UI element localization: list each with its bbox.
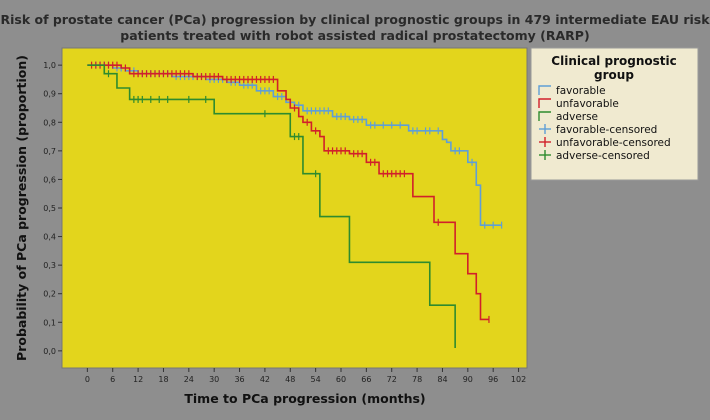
y-axis: 0,0 0,1 0,2 0,3 0,4 0,5 0,6 0,7 0,8 0,9 1,0 bbox=[43, 61, 62, 356]
y-tick-label: 0,7 bbox=[43, 147, 56, 156]
x-tick-label: 0 bbox=[85, 375, 90, 384]
y-tick-label: 0,0 bbox=[43, 347, 56, 356]
y-tick-label: 1,0 bbox=[43, 61, 56, 70]
legend-swatch bbox=[538, 85, 551, 95]
x-tick-label: 42 bbox=[260, 375, 270, 384]
x-tick-label: 102 bbox=[511, 375, 526, 384]
x-tick-label: 24 bbox=[184, 375, 194, 384]
legend-label: unfavorable bbox=[556, 98, 619, 110]
x-tick-label: 66 bbox=[361, 375, 371, 384]
y-axis-label: Probability of PCa progression (proporti… bbox=[14, 55, 29, 361]
chart-title-line-1: Risk of prostate cancer (PCa) progressio… bbox=[0, 12, 710, 27]
y-tick-label: 0,6 bbox=[43, 175, 56, 184]
chart-title-line-2: patients treated with robot assisted rad… bbox=[120, 28, 589, 43]
legend-title-line-1: Clinical prognostic bbox=[551, 54, 676, 68]
y-tick-label: 0,3 bbox=[43, 261, 56, 270]
plot-area bbox=[61, 47, 528, 369]
unfavorable-curve bbox=[87, 64, 489, 321]
x-axis: 0 6 12 18 24 30 36 42 48 54 60 66 72 78 84 90 96 102 bbox=[85, 368, 526, 384]
x-tick-label: 96 bbox=[488, 375, 498, 384]
y-tick-label: 0,2 bbox=[43, 290, 56, 299]
x-tick-label: 36 bbox=[234, 375, 244, 384]
legend: Clinical prognostic group favorableunfav… bbox=[530, 47, 699, 181]
x-tick-label: 72 bbox=[387, 375, 397, 384]
legend-label: adverse-censored bbox=[556, 150, 650, 162]
adverse-curve bbox=[87, 64, 456, 348]
survival-curves bbox=[87, 61, 503, 348]
x-tick-label: 60 bbox=[336, 375, 346, 384]
x-tick-label: 6 bbox=[110, 375, 115, 384]
x-tick-label: 12 bbox=[133, 375, 143, 384]
legend-label: favorable bbox=[556, 85, 606, 97]
x-tick-label: 84 bbox=[437, 375, 447, 384]
legend-title-line-2: group bbox=[594, 68, 634, 82]
legend-swatch bbox=[538, 111, 551, 121]
x-tick-label: 30 bbox=[209, 375, 219, 384]
y-tick-label: 0,9 bbox=[43, 90, 56, 99]
x-tick-label: 78 bbox=[412, 375, 422, 384]
x-tick-label: 90 bbox=[463, 375, 473, 384]
legend-label: adverse bbox=[556, 111, 598, 123]
x-tick-label: 54 bbox=[311, 375, 321, 384]
legend-label: unfavorable-censored bbox=[556, 137, 671, 149]
y-tick-label: 0,8 bbox=[43, 118, 56, 127]
x-axis-label: Time to PCa progression (months) bbox=[184, 391, 425, 406]
y-tick-label: 0,5 bbox=[43, 204, 56, 213]
x-tick-label: 18 bbox=[158, 375, 168, 384]
y-tick-label: 0,4 bbox=[43, 233, 56, 242]
y-tick-label: 0,1 bbox=[43, 318, 56, 327]
legend-label: favorable-censored bbox=[556, 124, 657, 136]
legend-box bbox=[530, 47, 699, 181]
x-tick-label: 48 bbox=[285, 375, 295, 384]
legend-swatch bbox=[538, 98, 551, 108]
